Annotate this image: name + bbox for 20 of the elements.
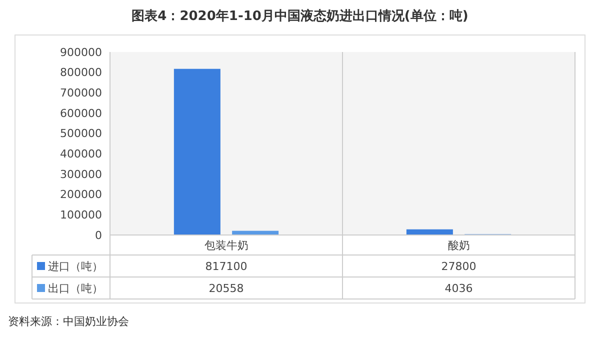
text: 资料来源：中国奶业协会	[8, 315, 129, 328]
y-tick-label: 800000	[60, 66, 102, 80]
chart-title: 图表4：2020年1-10月中国液态奶进出口情况(单位：吨)	[132, 8, 468, 24]
data-label: 20558	[208, 282, 244, 295]
legend-label: 进口（吨）	[48, 260, 103, 273]
y-tick-label: 200000	[60, 188, 102, 202]
x-tick-label: 包装牛奶	[204, 239, 248, 252]
legend-label: 出口（吨）	[48, 282, 103, 295]
y-tick-label: 500000	[60, 127, 102, 140]
y-tick-label: 0	[95, 228, 102, 242]
y-tick-label: 900000	[60, 46, 102, 59]
y-tick-label: 700000	[60, 86, 102, 100]
y-tick-label: 600000	[60, 106, 102, 120]
data-label: 817100	[205, 260, 248, 273]
x-tick-label: 酸奶	[448, 239, 470, 252]
y-tick-label: 100000	[60, 208, 102, 222]
data-label: 4036	[444, 282, 473, 295]
data-label: 27800	[441, 260, 476, 273]
y-tick-label: 300000	[60, 168, 102, 181]
y-tick-label: 400000	[60, 148, 102, 161]
